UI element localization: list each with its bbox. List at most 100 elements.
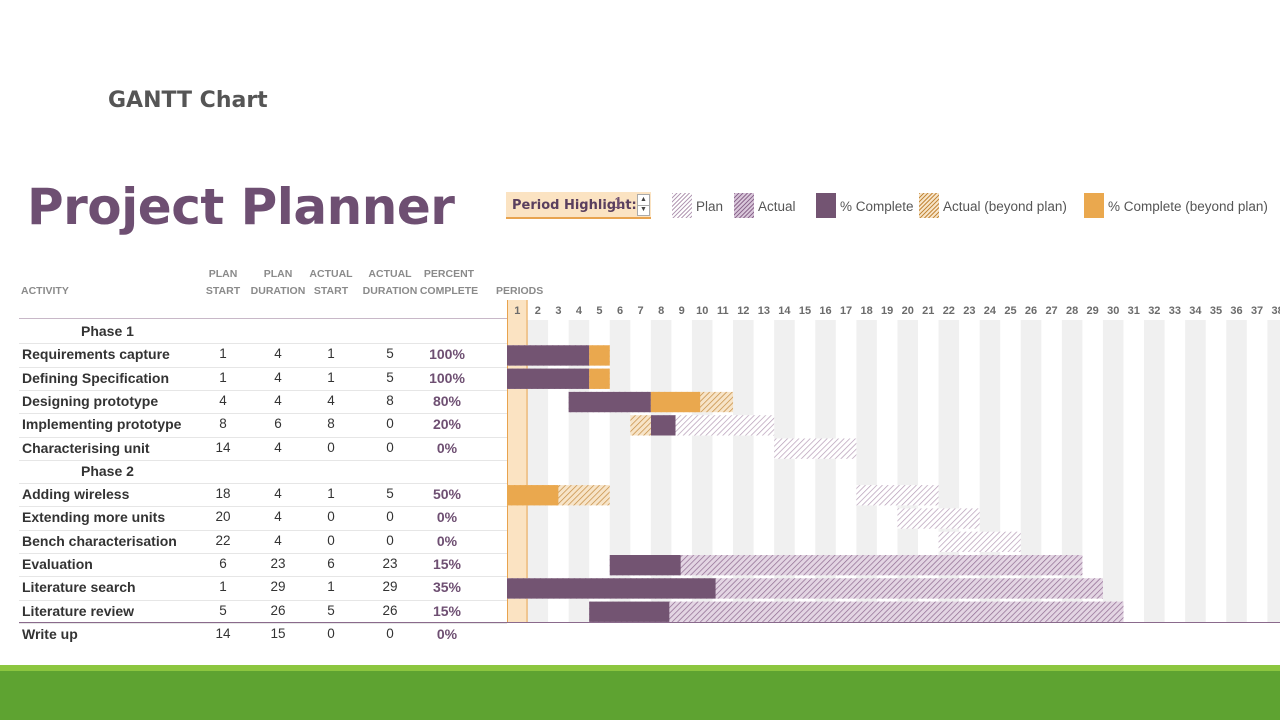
percent-complete-beyond-bar bbox=[589, 368, 610, 389]
percent-complete-cell: 50% bbox=[432, 486, 462, 503]
plan-start-cell: 1 bbox=[219, 369, 227, 385]
plan-duration-header-line2: DURATION bbox=[250, 285, 306, 297]
period-highlight-label: Period Highlight: bbox=[512, 198, 637, 213]
actual-start-cell: 0 bbox=[327, 509, 335, 525]
period-number: 14 bbox=[778, 305, 791, 317]
activity-name: Bench characterisation bbox=[22, 532, 177, 549]
period-number: 24 bbox=[984, 305, 997, 317]
period-number: 17 bbox=[840, 305, 852, 317]
plan-start-header-line1: PLAN bbox=[208, 268, 238, 280]
period-number: 2 bbox=[535, 305, 541, 317]
row-divider bbox=[19, 389, 507, 391]
row-divider bbox=[19, 599, 507, 601]
plan-hatch-swatch-icon bbox=[672, 193, 692, 218]
plan-duration-cell: 15 bbox=[270, 625, 286, 641]
actual-duration-cell: 0 bbox=[386, 416, 394, 432]
plan-start-header-line2: START bbox=[205, 285, 241, 297]
period-highlight-value[interactable]: 1 bbox=[614, 195, 623, 212]
percent-complete-header-line2: COMPLETE bbox=[419, 285, 479, 297]
percent-complete-bar bbox=[650, 415, 676, 436]
spinner-up-icon[interactable]: ▲ bbox=[638, 195, 649, 206]
actual-start-cell: 5 bbox=[327, 602, 335, 618]
legend-label: % Complete (beyond plan) bbox=[1108, 199, 1268, 214]
spinner-down-icon[interactable]: ▼ bbox=[640, 206, 647, 213]
period-number: 15 bbox=[799, 305, 811, 317]
actual-duration-header-line1: ACTUAL bbox=[368, 268, 412, 280]
period-number: 3 bbox=[555, 305, 561, 317]
period-number: 30 bbox=[1107, 305, 1119, 317]
period-number: 13 bbox=[758, 305, 770, 317]
actual-beyond-bar bbox=[630, 415, 651, 436]
percent-complete-cell: 0% bbox=[436, 532, 458, 549]
row-divider bbox=[19, 343, 507, 345]
period-column-shade bbox=[979, 320, 1001, 623]
period-number: 16 bbox=[819, 305, 831, 317]
actual-start-header-line2: START bbox=[313, 285, 349, 297]
actual-start-header-line1: ACTUAL bbox=[309, 268, 353, 280]
plan-start-header: PLAN START bbox=[203, 266, 243, 300]
plan-start-cell: 8 bbox=[219, 416, 227, 432]
period-number: 34 bbox=[1189, 305, 1202, 317]
legend-label: Actual bbox=[758, 199, 796, 214]
percent-complete-cell: 20% bbox=[432, 416, 462, 433]
actual-start-cell: 6 bbox=[327, 556, 335, 571]
period-number: 26 bbox=[1025, 305, 1037, 317]
percent-complete-cell: 0% bbox=[436, 509, 458, 526]
row-divider bbox=[19, 483, 507, 485]
period-number: 33 bbox=[1169, 305, 1181, 317]
plan-duration-cell: 4 bbox=[274, 509, 282, 525]
percent-complete-header: PERCENT COMPLETE bbox=[419, 266, 479, 300]
activity-name: Designing prototype bbox=[22, 392, 159, 409]
plan-duration-cell: 26 bbox=[270, 602, 286, 618]
row-divider bbox=[19, 576, 507, 578]
actual-duration-cell: 0 bbox=[386, 625, 394, 641]
period-number: 6 bbox=[617, 305, 623, 317]
period-column-shade bbox=[1102, 320, 1124, 623]
gantt-grid: 1 2 3 4 5 6 7 8 9 10 11 12 13 14 15 16 17 18 19 20 21 22 23 24 2… bbox=[507, 300, 1280, 623]
period-column-shade bbox=[1185, 320, 1206, 623]
row-divider bbox=[19, 553, 507, 554]
percent-complete-bar bbox=[609, 555, 681, 576]
actual-duration-cell: 8 bbox=[386, 392, 394, 408]
actual-duration-cell: 5 bbox=[386, 346, 394, 362]
percent-complete-cell: 100% bbox=[429, 369, 465, 386]
period-number: 31 bbox=[1128, 305, 1140, 317]
row-divider bbox=[19, 506, 507, 508]
plan-duration-cell: 4 bbox=[274, 439, 282, 455]
period-highlight-control: Period Highlight: 1 ▲ ▼ bbox=[506, 192, 651, 219]
period-number: 8 bbox=[658, 305, 664, 317]
period-number: 22 bbox=[943, 305, 955, 317]
actual-duration-header-line2: DURATION bbox=[362, 285, 418, 297]
percent-complete-cell: 35% bbox=[432, 579, 462, 596]
period-number: 27 bbox=[1045, 305, 1057, 317]
period-number: 28 bbox=[1066, 305, 1078, 317]
legend-label: Actual (beyond plan) bbox=[943, 199, 1067, 214]
plan-start-cell: 18 bbox=[215, 486, 231, 502]
plan-bar bbox=[774, 438, 857, 459]
plan-duration-header: PLAN DURATION bbox=[248, 266, 308, 300]
percent-complete-cell: 0% bbox=[436, 625, 458, 642]
plan-start-cell: 5 bbox=[219, 602, 227, 618]
plan-start-cell: 14 bbox=[215, 439, 231, 455]
percent-complete-cell: 80% bbox=[432, 392, 462, 409]
activity-name: Adding wireless bbox=[22, 486, 130, 503]
period-number: 29 bbox=[1087, 305, 1099, 317]
complete-swatch-icon bbox=[816, 193, 836, 218]
activity-name: Characterising unit bbox=[22, 439, 150, 456]
plan-bar bbox=[897, 508, 980, 529]
planner-title: Project Planner bbox=[27, 178, 455, 236]
period-column-shade bbox=[1020, 320, 1042, 623]
actual-start-cell: 1 bbox=[327, 579, 335, 595]
actual-start-cell: 0 bbox=[327, 532, 335, 548]
row-divider bbox=[19, 622, 507, 624]
actual-start-cell: 8 bbox=[327, 416, 335, 432]
actual-bar bbox=[609, 555, 1083, 576]
period-number: 19 bbox=[881, 305, 893, 317]
percent-complete-cell: 15% bbox=[432, 602, 462, 619]
period-number: 38 bbox=[1272, 305, 1280, 317]
period-column-shade bbox=[897, 320, 918, 623]
legend-label: Plan bbox=[696, 199, 724, 214]
plan-start-cell: 1 bbox=[219, 579, 227, 595]
legend-label: % Complete bbox=[840, 199, 914, 214]
percent-complete-bar bbox=[507, 345, 590, 366]
